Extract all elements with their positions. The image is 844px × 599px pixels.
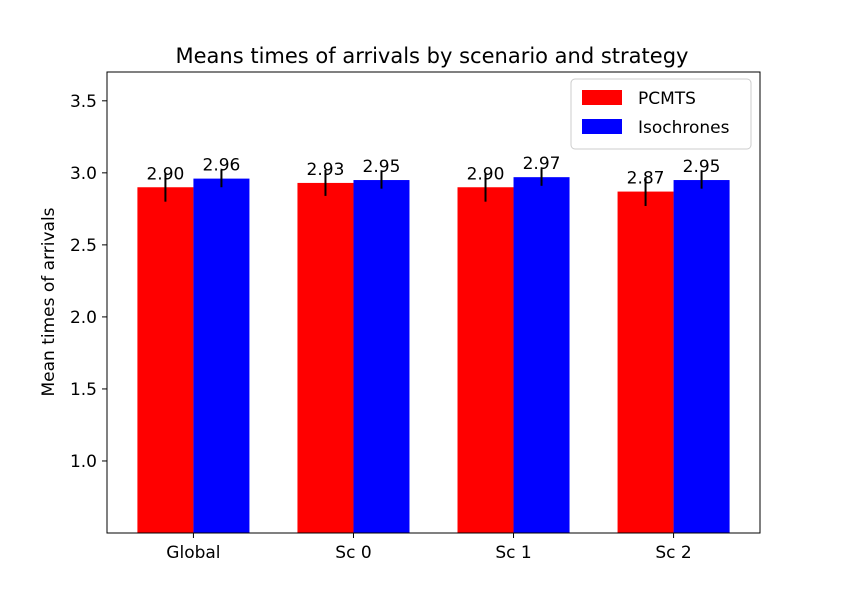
y-tick-label: 2.5 [70,236,97,256]
bar-value-label: 2.96 [203,156,241,176]
x-tick-label: Sc 2 [655,543,691,563]
plot-frame [106,71,761,534]
legend-label-pcmts: PCMTS [638,89,696,109]
bar-value-label: 2.87 [627,169,665,189]
bar-value-label: 2.93 [307,160,345,180]
bar-pcmts-0 [137,187,194,533]
y-tick-label: 3.0 [70,164,97,184]
x-tick-label: Sc 0 [335,543,371,563]
bar-pcmts-2 [457,187,514,533]
legend-label-isochrones: Isochrones [638,118,730,138]
error-bars-layer [164,168,703,206]
y-tick-label: 1.0 [70,452,97,472]
legend-swatch-isochrones [582,119,622,134]
x-axis-ticks: Global Sc 0 Sc 1 Sc 2 [166,533,692,563]
bar-value-label: 2.97 [523,154,561,174]
x-tick-label: Sc 1 [495,543,531,563]
bar-value-label: 2.90 [146,164,184,184]
y-tick-label: 2.0 [70,308,97,328]
bars-layer [137,177,730,533]
bar-pcmts-3 [617,191,674,533]
bar-isochrones-3 [673,180,730,533]
legend: PCMTS Isochrones [570,78,752,150]
bar-labels-layer: 2.90 2.96 2.93 2.95 2.90 2.97 2.87 2.95 [146,154,720,188]
bar-value-label: 2.95 [363,157,401,177]
y-tick-label: 3.5 [70,92,97,112]
bar-isochrones-2 [513,177,570,533]
bar-isochrones-0 [193,178,250,533]
y-tick-label: 1.5 [70,380,97,400]
y-axis-label: Mean times of arrivals [39,207,59,396]
x-tick-label: Global [166,543,220,563]
bar-isochrones-1 [353,180,410,533]
bar-value-label: 2.90 [467,164,505,184]
chart-title: Means times of arrivals by scenario and … [176,44,689,68]
y-axis-ticks: 1.0 1.5 2.0 2.5 3.0 3.5 [70,92,107,472]
bar-pcmts-1 [297,182,354,533]
legend-swatch-pcmts [582,90,622,105]
bar-value-label: 2.95 [683,157,721,177]
